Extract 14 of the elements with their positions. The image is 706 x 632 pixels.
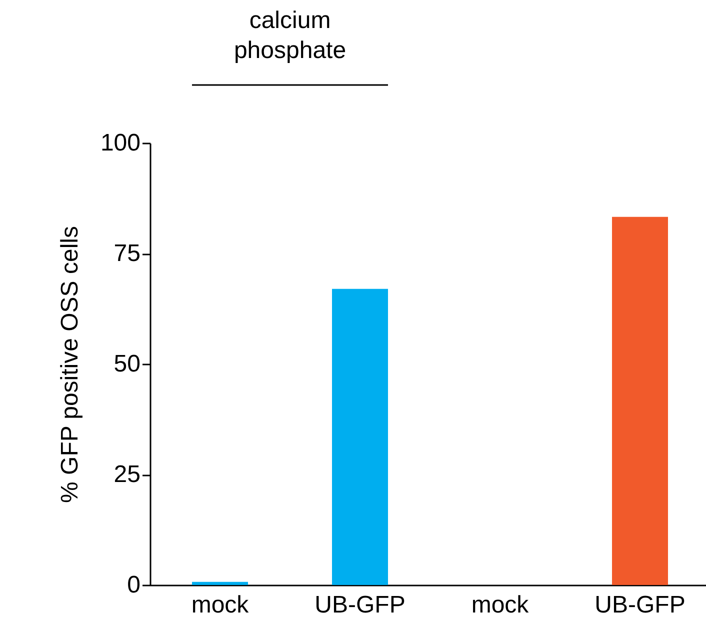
x-tick-label: mock [471, 592, 530, 618]
bar [192, 582, 248, 585]
text: calcium phosphate [234, 7, 346, 64]
y-tick-label: 100 [100, 130, 140, 156]
x-tick-label: UB-GFP [594, 592, 686, 618]
y-axis-title: % GFP positive OSS cells [56, 226, 84, 503]
y-tick-label: 75 [114, 240, 140, 267]
x-tick-label: mock [191, 592, 250, 618]
bar [612, 216, 668, 585]
y-tick-label: 25 [114, 461, 140, 488]
y-tick-label: 0 [127, 572, 140, 598]
x-tick-label: UB-GFP [314, 592, 406, 618]
y-tick-label: 50 [114, 350, 140, 378]
bar [332, 288, 388, 585]
